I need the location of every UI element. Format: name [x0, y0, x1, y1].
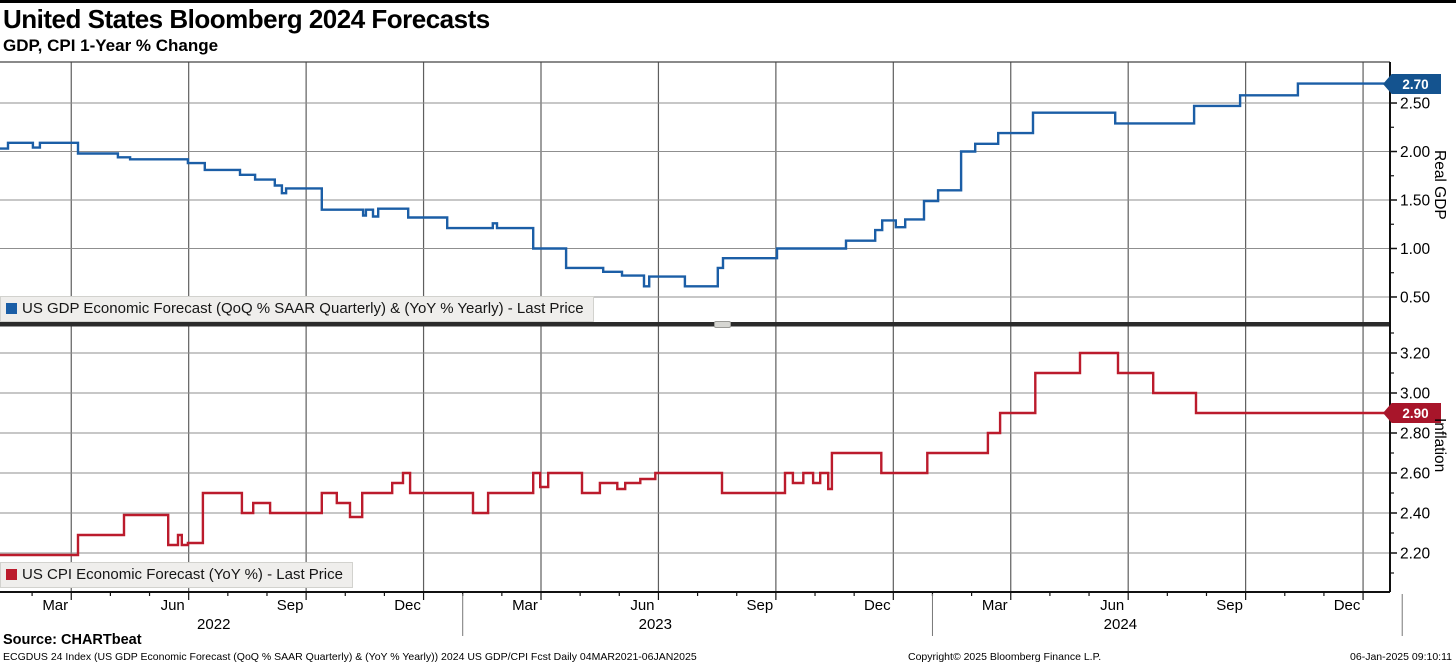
legend-gdp[interactable]: US GDP Economic Forecast (QoQ % SAAR Qua… [0, 296, 594, 322]
gdp-axis-title: Real GDP [1431, 150, 1448, 220]
cpi-series-line [0, 351, 1404, 557]
footer-copyright: Copyright© 2025 Bloomberg Finance L.P. [908, 651, 1102, 663]
x-month-label: Mar [42, 597, 68, 614]
panel-resize-grip[interactable] [714, 321, 731, 328]
x-month-label: Mar [982, 597, 1008, 614]
gdp-series-line [0, 82, 1404, 288]
footer-meta: ECGDUS 24 Index (US GDP Economic Forecas… [3, 651, 697, 663]
page-subtitle: GDP, CPI 1-Year % Change [3, 36, 219, 55]
panel-divider [0, 322, 1390, 327]
x-month-label: Jun [161, 597, 185, 614]
gdp-last-price-badge: 2.70 [1383, 74, 1441, 94]
x-month-label: Dec [394, 597, 421, 614]
y-tick-label: 2.40 [1400, 506, 1431, 523]
footer-source: Source: CHARTbeat [3, 632, 142, 648]
cpi-axis-title: Inflation [1431, 418, 1448, 473]
x-month-label: Mar [512, 597, 538, 614]
y-tick-label: 2.60 [1400, 466, 1431, 483]
y-tick-label: 0.50 [1400, 289, 1431, 306]
x-year-label: 2023 [639, 616, 672, 633]
x-month-label: Jun [630, 597, 654, 614]
x-month-label: Sep [747, 597, 774, 614]
gdp-legend-label: US GDP Economic Forecast (QoQ % SAAR Qua… [22, 300, 584, 317]
cpi-legend-marker-icon [6, 569, 17, 580]
gdp-legend-marker-icon [6, 303, 17, 314]
x-month-label: Jun [1100, 597, 1124, 614]
cpi-legend-label: US CPI Economic Forecast (YoY %) - Last … [22, 566, 343, 583]
y-tick-label: 2.20 [1400, 546, 1431, 563]
y-tick-label: 1.50 [1400, 193, 1431, 210]
x-month-label: Sep [277, 597, 304, 614]
footer-timestamp: 06-Jan-2025 09:10:11 [1350, 651, 1452, 663]
y-tick-label: 1.00 [1400, 241, 1431, 258]
cpi-last-price-badge: 2.90 [1383, 403, 1441, 423]
legend-cpi[interactable]: US CPI Economic Forecast (YoY %) - Last … [0, 562, 353, 588]
x-month-label: Sep [1216, 597, 1243, 614]
y-tick-label: 3.00 [1400, 386, 1431, 403]
y-tick-label: 2.00 [1400, 144, 1431, 161]
y-tick-label: 2.50 [1400, 96, 1431, 113]
x-year-label: 2022 [197, 616, 230, 633]
top-border [0, 0, 1456, 3]
x-month-label: Dec [864, 597, 891, 614]
page-title: United States Bloomberg 2024 Forecasts [3, 4, 490, 34]
y-tick-label: 2.80 [1400, 426, 1431, 443]
x-year-label: 2024 [1104, 616, 1137, 633]
x-month-label: Dec [1334, 597, 1361, 614]
y-tick-label: 3.20 [1400, 346, 1431, 363]
